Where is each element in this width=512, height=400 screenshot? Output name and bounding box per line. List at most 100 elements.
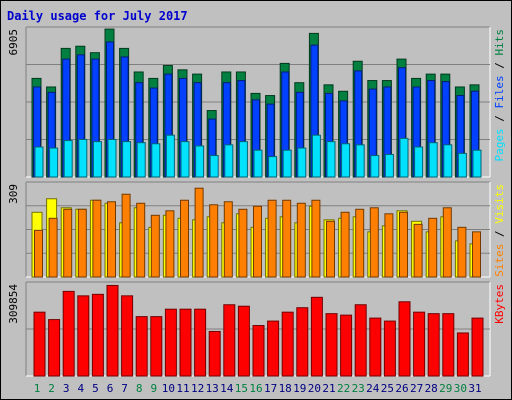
usage-bar-pages-day-1 <box>34 146 44 178</box>
usage-legend-item: Files <box>493 75 506 108</box>
day-label: 21 <box>322 382 335 395</box>
kbytes-bar-kbytes-day-14 <box>223 304 236 377</box>
day-label: 28 <box>425 382 438 395</box>
visits-bar-sites-day-26 <box>399 211 408 278</box>
visits-bar-sites-day-2 <box>48 217 58 278</box>
usage-bar-pages-day-14 <box>224 144 234 178</box>
visits-bar-sites-day-1 <box>34 229 43 278</box>
visits-bar-sites-day-31 <box>472 231 481 278</box>
visits-bar-sites-day-22 <box>340 211 350 278</box>
kbytes-bar-kbytes-day-8 <box>135 316 148 377</box>
visits-bar-sites-day-10 <box>165 210 175 278</box>
usage-bar-pages-day-22 <box>341 143 351 178</box>
day-label: 19 <box>293 382 306 395</box>
visits-legend: Sites / Visits <box>493 184 506 277</box>
usage-legend: Pages / Files / Hits <box>493 29 506 162</box>
visits-legend-item: / <box>493 224 506 244</box>
kbytes-bar-kbytes-day-24 <box>369 317 382 377</box>
visits-bar-sites-day-29 <box>442 207 452 278</box>
day-label: 14 <box>220 382 234 395</box>
day-label: 11 <box>176 382 189 395</box>
kbytes-bar-kbytes-day-31 <box>471 317 484 377</box>
visits-bar-sites-day-11 <box>180 199 189 278</box>
visits-bar-sites-day-3 <box>63 208 73 278</box>
kbytes-bar-kbytes-day-27 <box>413 311 426 377</box>
visits-bar-sites-day-16 <box>253 205 262 278</box>
visits-bar-sites-day-17 <box>267 199 277 278</box>
day-label: 13 <box>206 382 219 395</box>
visits-bar-sites-day-12 <box>194 187 204 278</box>
day-label: 22 <box>337 382 350 395</box>
usage-bar-pages-day-25 <box>384 153 394 178</box>
kbytes-bar-kbytes-day-25 <box>383 320 396 377</box>
usage-bar-pages-day-4 <box>78 138 88 178</box>
kbytes-bar-kbytes-day-11 <box>179 308 192 377</box>
kbytes-bar-kbytes-day-18 <box>281 311 294 377</box>
usage-bar-pages-day-23 <box>355 144 365 178</box>
visits-bar-sites-day-15 <box>238 208 248 278</box>
usage-bar-pages-day-28 <box>428 142 438 178</box>
usage-bar-pages-day-12 <box>195 145 205 178</box>
day-label: 6 <box>107 382 114 395</box>
day-label: 2 <box>48 382 55 395</box>
kbytes-bar-kbytes-day-6 <box>106 284 119 377</box>
usage-bar-pages-day-27 <box>414 146 424 178</box>
usage-bar-pages-day-17 <box>268 156 278 178</box>
kbytes-bar-kbytes-day-4 <box>77 295 90 377</box>
kbytes-bar-kbytes-day-13 <box>208 330 221 377</box>
kbytes-legend-item: KBytes <box>493 284 506 324</box>
usage-legend-item: Pages <box>493 128 506 161</box>
day-label: 5 <box>92 382 99 395</box>
day-label: 10 <box>162 382 175 395</box>
kbytes-bar-kbytes-day-12 <box>194 308 207 377</box>
kbytes-bar-kbytes-day-30 <box>456 332 469 377</box>
usage-bar-pages-day-2 <box>49 147 59 178</box>
kbytes-bar-kbytes-day-20 <box>310 296 323 377</box>
day-label: 25 <box>381 382 394 395</box>
visits-bar-sites-day-18 <box>282 199 292 278</box>
day-label: 12 <box>191 382 204 395</box>
usage-bar-pages-day-6 <box>107 138 117 178</box>
day-label: 27 <box>410 382 423 395</box>
day-label: 31 <box>468 382 481 395</box>
kbytes-legend: KBytes <box>493 284 506 324</box>
kbytes-max-label: 309854 <box>7 284 20 324</box>
usage-legend-item: Hits <box>493 29 506 56</box>
kbytes-bar-kbytes-day-10 <box>164 308 177 377</box>
day-label: 17 <box>264 382 277 395</box>
usage-max-label: 6905 <box>7 29 20 56</box>
visits-bar-sites-day-7 <box>121 193 131 278</box>
kbytes-bar-kbytes-day-26 <box>398 301 411 377</box>
kbytes-bar-kbytes-day-16 <box>252 325 265 377</box>
visits-bar-sites-day-9 <box>150 214 160 278</box>
day-label: 8 <box>136 382 143 395</box>
kbytes-bar-kbytes-day-19 <box>296 307 309 377</box>
visits-bar-sites-day-4 <box>77 208 87 278</box>
usage-bar-pages-day-30 <box>457 152 467 178</box>
day-label: 23 <box>352 382 365 395</box>
visits-bar-sites-day-6 <box>107 201 116 278</box>
kbytes-bar-kbytes-day-21 <box>325 313 338 377</box>
visits-bar-sites-day-27 <box>413 223 423 278</box>
day-label: 16 <box>249 382 262 395</box>
kbytes-bar-kbytes-day-15 <box>237 305 250 377</box>
usage-bar-pages-day-3 <box>63 140 73 178</box>
kbytes-bar-kbytes-day-29 <box>442 313 455 377</box>
usage-bar-pages-day-24 <box>370 155 380 178</box>
usage-bar-pages-day-13 <box>209 155 219 178</box>
kbytes-bar-kbytes-day-7 <box>121 295 134 377</box>
visits-bar-sites-day-25 <box>384 213 394 278</box>
usage-bar-pages-day-7 <box>122 141 132 178</box>
kbytes-bar-kbytes-day-23 <box>354 304 367 377</box>
day-label: 1 <box>34 382 41 395</box>
visits-bar-sites-day-20 <box>311 199 321 278</box>
day-label: 24 <box>366 382 380 395</box>
visits-bar-sites-day-13 <box>209 204 219 278</box>
kbytes-bar-kbytes-day-28 <box>427 313 440 377</box>
usage-bar-pages-day-11 <box>180 141 190 178</box>
day-label: 4 <box>77 382 84 395</box>
kbytes-bar-kbytes-day-9 <box>150 316 163 377</box>
usage-bar-pages-day-31 <box>472 149 482 178</box>
usage-bar-pages-day-15 <box>238 141 248 178</box>
